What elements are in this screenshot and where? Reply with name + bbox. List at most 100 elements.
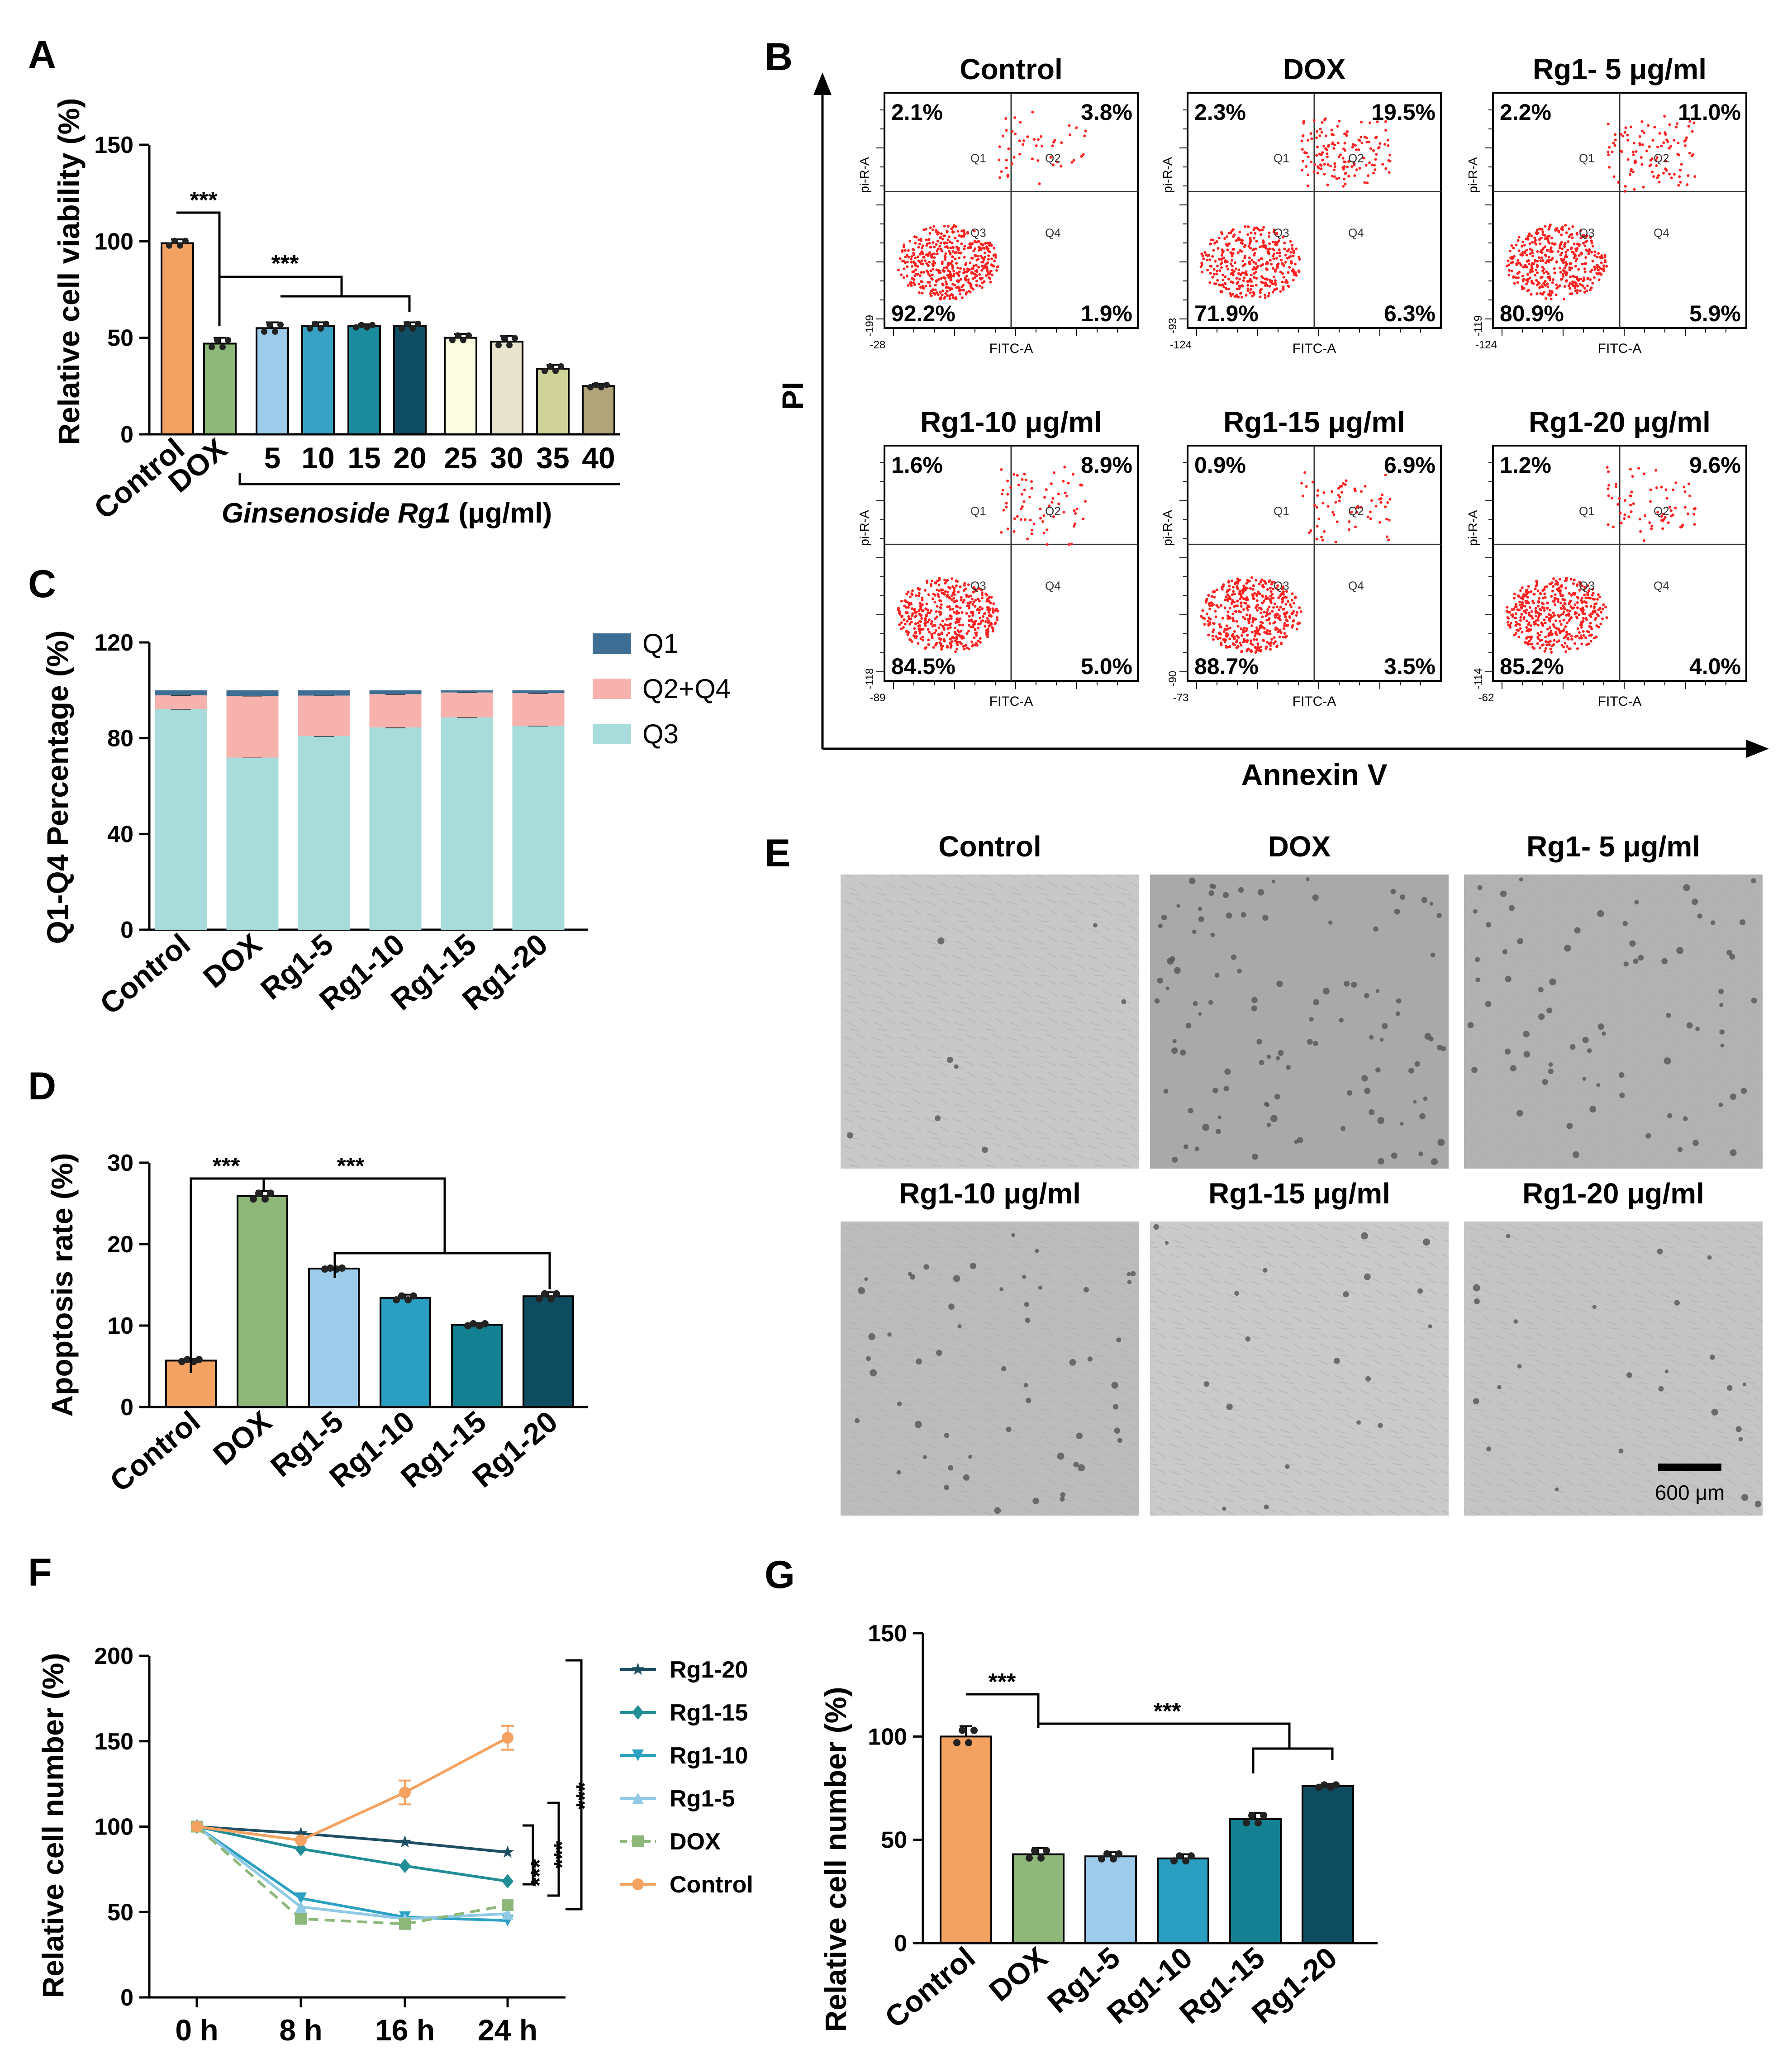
flow-event-dot (1302, 122, 1305, 125)
flow-event-dot (1593, 265, 1596, 268)
micrograph-cell (1429, 902, 1434, 906)
flow-event-dot (958, 623, 961, 627)
flow-event-dot (1208, 604, 1212, 607)
flow-event-dot (1205, 258, 1208, 261)
flow-event-dot (1269, 590, 1273, 593)
flow-event-dot (1337, 487, 1340, 490)
panel-c-bar-segment-q3 (441, 717, 493, 930)
flow-event-dot (1549, 626, 1552, 629)
flow-event-dot (1225, 624, 1228, 627)
flow-event-dot (1051, 497, 1055, 500)
flow-event-dot (1259, 291, 1262, 295)
flow-event-dot (1258, 228, 1261, 232)
flow-event-dot (948, 623, 951, 626)
flow-event-dot (1292, 619, 1295, 622)
flow-event-dot (965, 275, 969, 278)
flow-event-dot (1554, 580, 1558, 583)
flow-event-dot (1527, 623, 1530, 626)
micrograph-cell (1297, 1137, 1303, 1143)
flow-event-dot (959, 617, 962, 620)
flow-event-dot (906, 633, 909, 636)
flow-event-dot (1260, 621, 1263, 624)
flow-y-min-label: -90 (1167, 671, 1179, 687)
flow-event-dot (951, 594, 954, 598)
flow-event-dot (931, 262, 934, 266)
flow-event-dot (916, 265, 919, 268)
micrograph-cell (1467, 1022, 1474, 1028)
flow-event-dot (1232, 619, 1235, 623)
flow-event-dot (1051, 144, 1054, 147)
flow-event-dot (1623, 517, 1626, 520)
flow-event-dot (1573, 642, 1577, 645)
flow-event-dot (1287, 271, 1290, 274)
flow-event-dot (1564, 586, 1568, 589)
flow-event-dot (1546, 276, 1550, 279)
flow-event-dot (915, 236, 918, 239)
flow-event-dot (1608, 146, 1611, 149)
micrograph-cell (1726, 950, 1732, 955)
panel-c-bar-segment-q3 (226, 757, 279, 930)
panel-d-y-tick-label: 0 (120, 1394, 133, 1421)
flow-event-dot (1300, 139, 1303, 143)
flow-event-dot (1056, 161, 1059, 164)
flow-event-dot (917, 291, 921, 294)
flow-event-dot (1351, 143, 1355, 146)
flow-event-dot (1240, 241, 1243, 244)
panel-letter-a: A (28, 33, 56, 76)
flow-event-dot (1541, 623, 1544, 626)
flow-event-dot (1212, 249, 1215, 252)
micrograph-cell (1486, 1446, 1492, 1452)
panel-f-legend-label: Rg1-20 (670, 1657, 748, 1683)
panel-a-data-point (501, 335, 507, 342)
flow-event-dot (1216, 279, 1219, 282)
flow-event-dot (1516, 623, 1519, 626)
flow-event-dot (1210, 265, 1213, 268)
flow-event-dot (1242, 608, 1245, 611)
flow-event-dot (1655, 164, 1658, 167)
flow-event-dot (981, 615, 984, 618)
flow-event-dot (1378, 142, 1382, 145)
flow-event-dot (1530, 590, 1533, 593)
flow-event-dot (1570, 616, 1573, 619)
flow-event-dot (1569, 287, 1572, 290)
flow-event-dot (1569, 282, 1572, 285)
flow-event-dot (1261, 595, 1264, 598)
flow-event-dot (943, 234, 946, 238)
flow-event-dot (1543, 592, 1546, 595)
micrograph-cell (1060, 1497, 1065, 1502)
flow-event-dot (959, 267, 962, 270)
flow-event-dot (1602, 608, 1605, 611)
micrograph-title: Rg1-20 μg/ml (1522, 1177, 1704, 1210)
micrograph-cell (1076, 1432, 1083, 1440)
micrograph-cell (1223, 1086, 1229, 1092)
flow-event-dot (1561, 594, 1564, 597)
micrograph-cell (1208, 890, 1214, 896)
flow-event-dot (1614, 485, 1617, 488)
micrograph-cell (866, 1356, 871, 1361)
micrograph-cell (1262, 914, 1269, 921)
micrograph-cell (908, 1272, 912, 1276)
flow-event-dot (980, 269, 984, 272)
flow-event-dot (1080, 155, 1083, 158)
flow-event-dot (1212, 238, 1215, 242)
micrograph-cell (1176, 904, 1180, 908)
flow-event-dot (927, 643, 930, 646)
flow-event-dot (1070, 542, 1073, 546)
panel-c-bar-segment-q1 (441, 690, 493, 693)
flow-event-dot (1565, 645, 1569, 648)
flow-event-dot (1564, 264, 1568, 267)
flow-event-dot (1520, 264, 1523, 267)
flow-event-dot (963, 233, 966, 236)
flow-event-dot (1331, 141, 1335, 144)
flow-event-dot (937, 271, 941, 274)
flow-event-dot (949, 637, 952, 641)
flow-event-dot (1331, 511, 1335, 514)
flow-event-dot (1205, 598, 1208, 601)
flow-event-dot (1598, 256, 1602, 259)
flow-event-dot (1585, 605, 1588, 608)
flow-event-dot (1250, 631, 1254, 634)
flow-event-dot (918, 588, 921, 591)
flow-event-dot (931, 278, 934, 281)
panel-c-legend-swatch (593, 633, 631, 654)
micrograph-cell (1517, 1364, 1522, 1369)
